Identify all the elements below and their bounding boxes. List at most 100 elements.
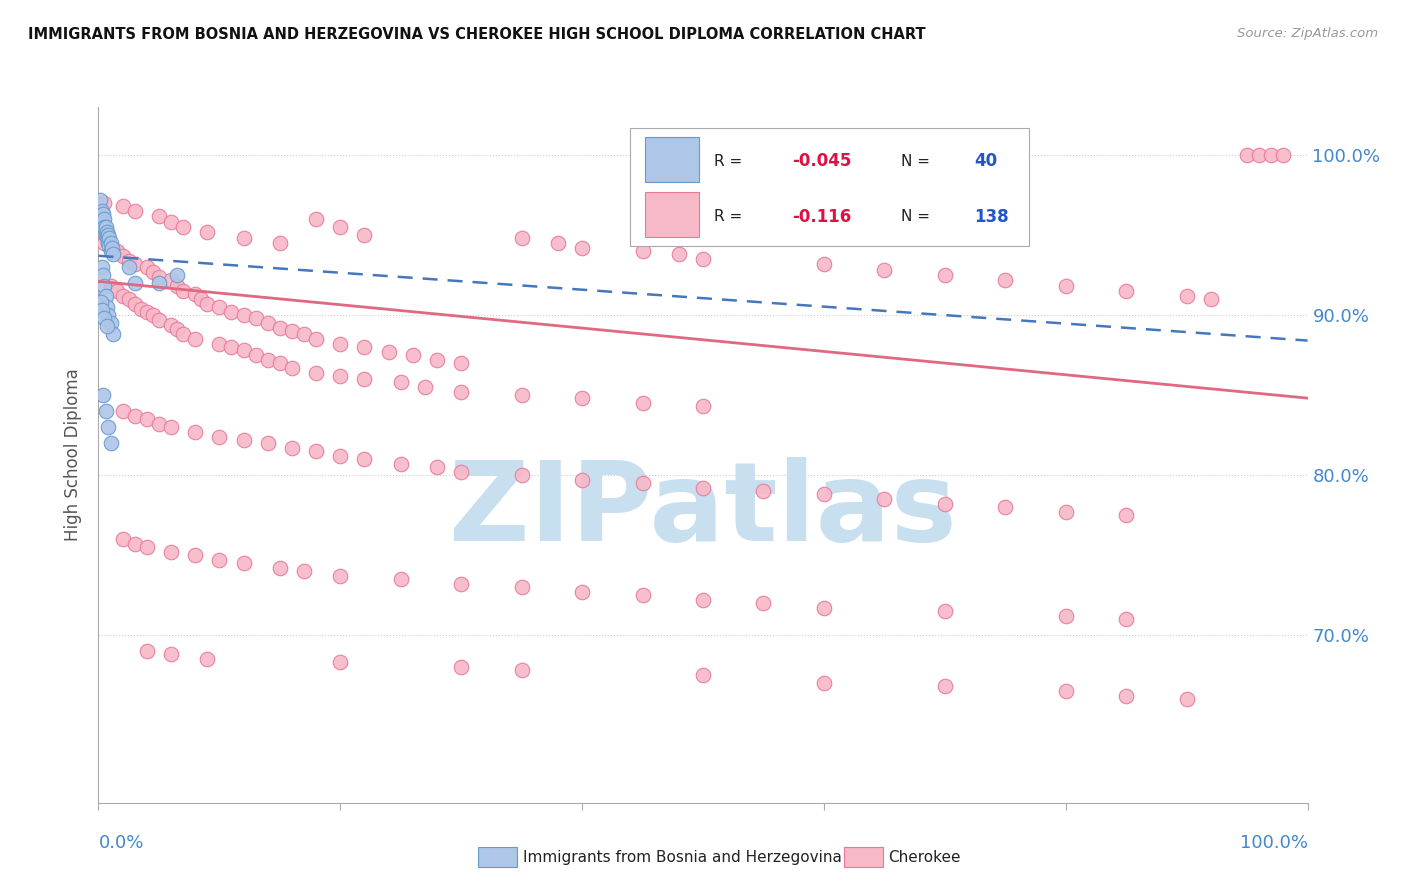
Point: [402, 348, 425, 362]
Point: [510, 388, 533, 402]
Point: [208, 552, 231, 566]
Point: [118, 292, 141, 306]
Point: [934, 679, 956, 693]
Point: [692, 399, 714, 413]
Point: [91, 303, 114, 318]
Point: [160, 215, 183, 229]
Point: [256, 436, 278, 450]
Point: [232, 556, 254, 570]
Point: [269, 560, 291, 574]
Point: [195, 652, 218, 666]
Point: [124, 204, 146, 219]
Point: [292, 327, 315, 342]
Point: [269, 356, 291, 370]
Point: [692, 252, 714, 266]
Point: [160, 544, 183, 558]
Point: [813, 600, 835, 615]
Point: [510, 467, 533, 482]
Point: [101, 327, 124, 342]
Point: [245, 311, 267, 326]
Point: [148, 312, 170, 326]
Point: [91, 260, 114, 274]
Point: [389, 375, 412, 389]
Point: [184, 548, 207, 562]
Text: 100.0%: 100.0%: [1240, 834, 1308, 852]
Point: [329, 449, 352, 463]
Point: [934, 604, 956, 618]
Point: [329, 568, 352, 582]
Point: [353, 340, 375, 354]
Bar: [645, 193, 699, 237]
Point: [1260, 148, 1282, 162]
Text: Cherokee: Cherokee: [889, 850, 962, 864]
Point: [450, 356, 472, 370]
Point: [148, 276, 170, 290]
Point: [94, 219, 117, 234]
Point: [93, 219, 115, 234]
Point: [269, 235, 291, 250]
Point: [96, 319, 118, 334]
Point: [97, 420, 120, 434]
Point: [91, 204, 114, 219]
Point: [281, 324, 304, 338]
Point: [389, 572, 412, 586]
Point: [752, 596, 775, 610]
Point: [353, 451, 375, 466]
Point: [547, 235, 569, 250]
Point: [184, 332, 207, 346]
Point: [160, 647, 183, 661]
Point: [1175, 289, 1198, 303]
Point: [100, 235, 122, 250]
Point: [172, 284, 194, 298]
Point: [90, 215, 112, 229]
Text: R =: R =: [714, 209, 752, 224]
Point: [752, 483, 775, 498]
Point: [1054, 505, 1077, 519]
Point: [184, 425, 207, 439]
Point: [160, 318, 183, 332]
Point: [148, 269, 170, 284]
Point: [91, 212, 114, 227]
Point: [111, 532, 134, 546]
Point: [148, 417, 170, 431]
Point: [208, 429, 231, 443]
Point: [1115, 284, 1137, 298]
Point: [124, 257, 146, 271]
Point: [413, 380, 436, 394]
Point: [160, 420, 183, 434]
Text: 138: 138: [974, 208, 1008, 226]
Point: [124, 297, 146, 311]
Point: [292, 564, 315, 578]
Point: [91, 207, 114, 221]
Point: [118, 260, 141, 274]
Point: [1054, 608, 1077, 623]
Point: [1115, 612, 1137, 626]
Point: [166, 268, 188, 282]
Point: [148, 209, 170, 223]
Point: [692, 592, 714, 607]
Point: [96, 225, 118, 239]
Point: [96, 300, 118, 314]
Point: [256, 352, 278, 367]
Point: [873, 263, 896, 277]
Point: [135, 412, 157, 426]
Point: [245, 348, 267, 362]
Point: [124, 537, 146, 551]
Text: Immigrants from Bosnia and Herzegovina: Immigrants from Bosnia and Herzegovina: [523, 850, 842, 864]
Point: [329, 655, 352, 669]
Point: [105, 284, 128, 298]
Point: [631, 588, 654, 602]
Point: [305, 332, 328, 346]
Point: [510, 663, 533, 677]
Point: [111, 289, 134, 303]
Point: [281, 441, 304, 455]
FancyBboxPatch shape: [630, 128, 1029, 246]
Point: [94, 227, 117, 242]
Point: [166, 279, 188, 293]
Point: [571, 241, 593, 255]
Point: [329, 368, 352, 383]
Point: [195, 225, 218, 239]
Point: [94, 289, 117, 303]
Point: [94, 404, 117, 418]
Point: [100, 244, 122, 258]
